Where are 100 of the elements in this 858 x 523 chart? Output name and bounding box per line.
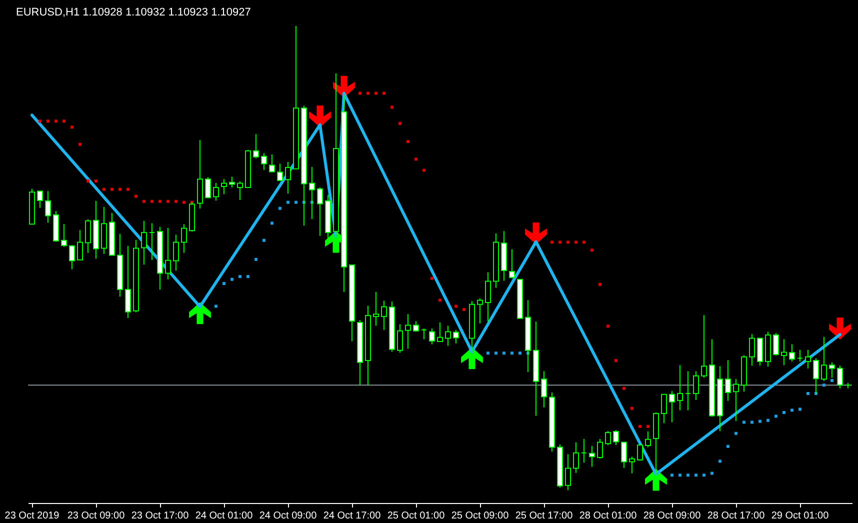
point xyxy=(829,318,851,340)
point xyxy=(758,420,762,423)
candlestick xyxy=(749,334,755,366)
candlestick xyxy=(677,364,683,411)
point xyxy=(294,200,298,204)
candlestick xyxy=(725,360,731,402)
candlestick xyxy=(421,328,427,340)
x-tick-label: 24 Oct 17:00 xyxy=(323,510,382,522)
point xyxy=(430,276,434,280)
candlestick xyxy=(397,324,403,354)
point xyxy=(102,188,106,191)
point xyxy=(590,248,594,252)
point xyxy=(286,200,290,204)
candlestick xyxy=(805,349,811,369)
point xyxy=(134,194,138,198)
point xyxy=(630,406,634,410)
candlestick xyxy=(685,370,691,411)
point xyxy=(462,308,466,312)
candlestick xyxy=(405,314,411,349)
point xyxy=(694,474,698,477)
point xyxy=(118,188,122,191)
candlestick xyxy=(837,365,843,389)
candlestick xyxy=(373,291,379,326)
candlestick xyxy=(733,378,739,422)
candlestick xyxy=(149,222,155,260)
point xyxy=(270,222,274,225)
candlestick xyxy=(317,186,323,236)
candlestick xyxy=(773,332,779,356)
point xyxy=(262,238,266,242)
candlestick xyxy=(509,248,515,279)
candlestick xyxy=(789,344,795,362)
point xyxy=(645,468,667,491)
candlestick xyxy=(445,325,451,346)
point xyxy=(766,418,770,422)
point xyxy=(358,92,362,95)
candlestick xyxy=(221,178,227,194)
candlestick xyxy=(781,338,787,366)
point xyxy=(189,302,211,324)
point xyxy=(309,106,331,128)
point xyxy=(158,200,162,203)
point xyxy=(750,420,754,424)
point xyxy=(246,275,250,278)
candlestick xyxy=(797,349,803,362)
point xyxy=(222,282,226,286)
x-tick-label: 24 Oct 09:00 xyxy=(259,510,318,522)
point xyxy=(230,278,234,281)
point xyxy=(238,275,242,278)
point xyxy=(70,126,74,129)
point xyxy=(582,240,586,244)
point xyxy=(406,140,410,144)
candlestick xyxy=(605,430,611,446)
chart-title: EURUSD,H1 1.10928 1.10932 1.10923 1.10927 xyxy=(16,6,251,18)
candlestick xyxy=(669,390,675,423)
point xyxy=(78,142,82,146)
candlestick xyxy=(597,438,603,459)
point xyxy=(782,411,786,414)
point xyxy=(454,304,458,308)
point xyxy=(525,222,547,244)
candlestick xyxy=(45,190,51,224)
candlestick xyxy=(37,190,43,208)
candlestick xyxy=(213,182,219,201)
point xyxy=(558,240,562,244)
point xyxy=(110,188,114,191)
point xyxy=(374,92,378,95)
point xyxy=(422,168,426,172)
point xyxy=(461,347,483,370)
x-tick-label: 23 Oct 17:00 xyxy=(131,510,190,522)
point xyxy=(486,352,490,355)
x-tick-label: 25 Oct 17:00 xyxy=(515,510,574,522)
point xyxy=(46,120,50,123)
point xyxy=(710,472,714,475)
x-tick-label: 23 Oct 09:00 xyxy=(67,510,126,522)
point xyxy=(614,359,618,362)
candlestick xyxy=(205,176,211,199)
candlestick xyxy=(621,442,627,468)
x-tick-label: 28 Oct 09:00 xyxy=(643,510,702,522)
candlestick xyxy=(701,314,707,378)
x-tick-label: 29 Oct 01:00 xyxy=(771,510,830,522)
candlestick xyxy=(629,456,635,474)
candlestick xyxy=(165,227,171,280)
x-tick-label: 23 Oct 2019 xyxy=(4,510,60,522)
point xyxy=(398,122,402,125)
candlestick xyxy=(477,298,483,324)
point xyxy=(438,298,442,302)
candlestick xyxy=(437,322,443,342)
candlestick xyxy=(453,329,459,344)
x-tick-label: 28 Oct 01:00 xyxy=(579,510,638,522)
point xyxy=(366,92,370,95)
candlestick xyxy=(661,394,667,424)
candlestick xyxy=(77,230,83,260)
candlestick xyxy=(565,454,571,490)
point xyxy=(726,444,730,448)
candlestick xyxy=(757,338,763,366)
point xyxy=(254,258,258,261)
point xyxy=(686,474,690,477)
point xyxy=(718,460,722,463)
point xyxy=(174,200,178,203)
candlestick xyxy=(429,328,435,345)
point xyxy=(566,240,570,244)
x-tick-label: 25 Oct 01:00 xyxy=(387,510,446,522)
